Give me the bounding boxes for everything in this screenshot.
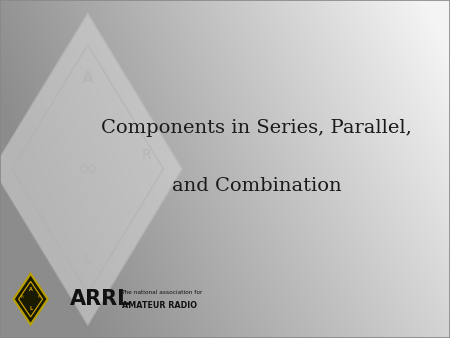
Text: R: R [21, 295, 23, 299]
Text: AMATEUR RADIO: AMATEUR RADIO [122, 301, 197, 310]
Text: and Combination: and Combination [172, 177, 341, 195]
Text: R: R [24, 148, 34, 163]
Polygon shape [0, 14, 182, 324]
Polygon shape [14, 274, 48, 324]
Text: L: L [29, 306, 32, 311]
Text: A: A [29, 287, 32, 292]
Text: R: R [142, 148, 151, 163]
Text: Components in Series, Parallel,: Components in Series, Parallel, [101, 119, 412, 138]
Text: R: R [38, 295, 40, 299]
Text: A: A [82, 71, 94, 86]
Text: ARRL: ARRL [70, 289, 131, 309]
Text: The national association for: The national association for [122, 290, 203, 295]
Text: L: L [83, 252, 93, 267]
